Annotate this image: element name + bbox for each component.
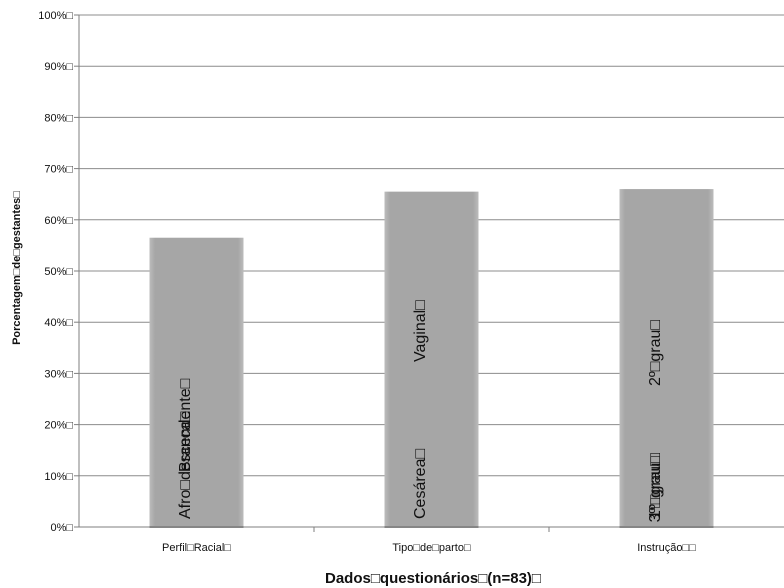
- y-tick-label: 30%□: [44, 368, 73, 380]
- segment-label: 1º□grau□: [647, 453, 664, 519]
- y-tick-label: 50%□: [44, 266, 73, 278]
- segment-label: 2º□grau□: [647, 320, 664, 386]
- segment-label: 3º□grau□: [647, 456, 664, 522]
- axes: 0%□ 10%□ 20%□ 30%□ 40%□ 50%□ 60%□ 70%□ 80%□ 90%□ 1…: [38, 10, 784, 554]
- bar-segment: [619, 437, 714, 527]
- y-tick-label: 0%□: [50, 522, 73, 534]
- x-category-label: Perfil□Racial□: [162, 542, 231, 554]
- y-tick-label: 80%□: [44, 112, 73, 124]
- bar-segment: [384, 191, 479, 527]
- y-tick-label: 10%□: [44, 471, 73, 483]
- bars: [149, 189, 714, 528]
- segment-label: Afro□descendente□: [177, 378, 194, 519]
- y-tick-label: 20%□: [44, 420, 73, 432]
- y-axis-title: Porcentagem□de□gestantes□: [11, 191, 23, 345]
- segment-label: Cesárea□: [412, 449, 429, 519]
- segment-label: Vaginal□: [412, 300, 429, 362]
- x-category-label: Tipo□de□parto□: [392, 542, 471, 554]
- segment-label: Branca□: [177, 411, 194, 472]
- labels: Afro□descendente□Branca□ Cesárea□ Vaginal□…: [177, 300, 664, 523]
- x-axis-title: Dados□questionários□(n=83)□: [325, 570, 541, 587]
- y-tick-label: 40%□: [44, 317, 73, 329]
- bar-segment: [149, 237, 244, 527]
- y-tick-label: 90%□: [44, 61, 73, 73]
- x-category-label: Instrução□□: [637, 542, 696, 554]
- y-tick-label: 60%□: [44, 215, 73, 227]
- y-tick-label: 100%□: [38, 10, 73, 22]
- y-tick-label: 70%□: [44, 164, 73, 176]
